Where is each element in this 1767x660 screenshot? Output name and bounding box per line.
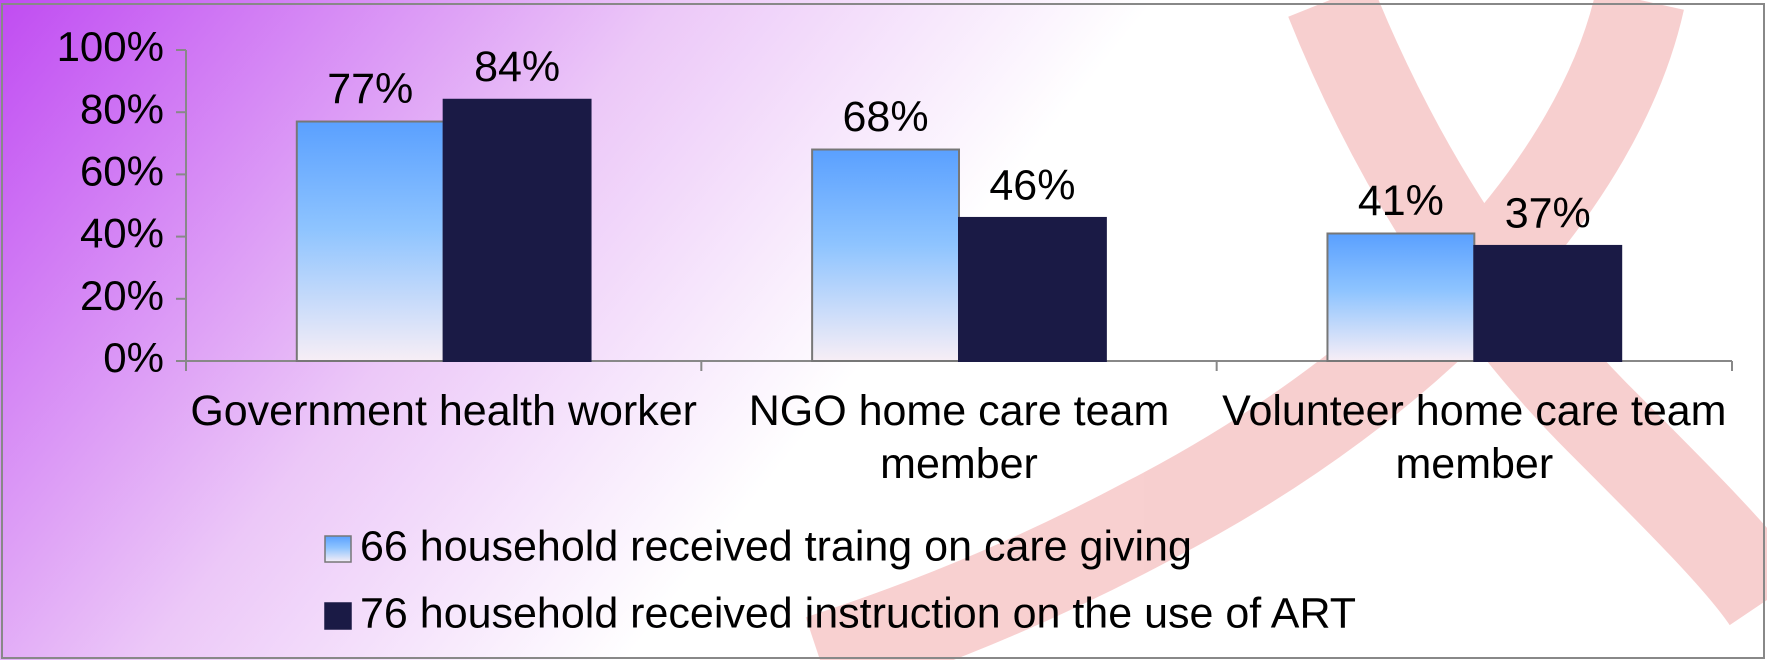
y-tick-label: 40% — [80, 210, 164, 257]
y-tick-label: 20% — [80, 272, 164, 319]
y-tick-label: 80% — [80, 85, 164, 132]
value-label: 37% — [1505, 189, 1591, 237]
bar — [442, 98, 592, 362]
ribbon — [805, 0, 1767, 660]
value-label: 41% — [1358, 177, 1444, 225]
legend-label: 76 household received instruction on the… — [360, 589, 1356, 637]
bar — [1473, 244, 1623, 362]
value-label: 84% — [474, 43, 560, 91]
x-tick-label: Government health worker — [190, 387, 697, 435]
bar — [295, 120, 445, 362]
value-label: 68% — [843, 93, 929, 141]
bar — [1326, 232, 1476, 363]
y-tick-label: 0% — [103, 334, 164, 381]
legend-label: 66 household received traing on care giv… — [360, 522, 1192, 570]
x-tick-label: NGO home care team member — [748, 387, 1170, 488]
y-tick-label: 100% — [57, 23, 164, 70]
legend-swatch — [324, 602, 352, 630]
bar — [811, 148, 960, 362]
value-label: 46% — [989, 161, 1075, 209]
x-tick-label: Volunteer home care team member — [1222, 387, 1727, 488]
frame — [1, 3, 1765, 659]
value-label: 77% — [327, 65, 413, 113]
legend-swatch — [324, 535, 352, 563]
y-tick-label: 60% — [80, 147, 164, 194]
bar — [958, 216, 1107, 362]
